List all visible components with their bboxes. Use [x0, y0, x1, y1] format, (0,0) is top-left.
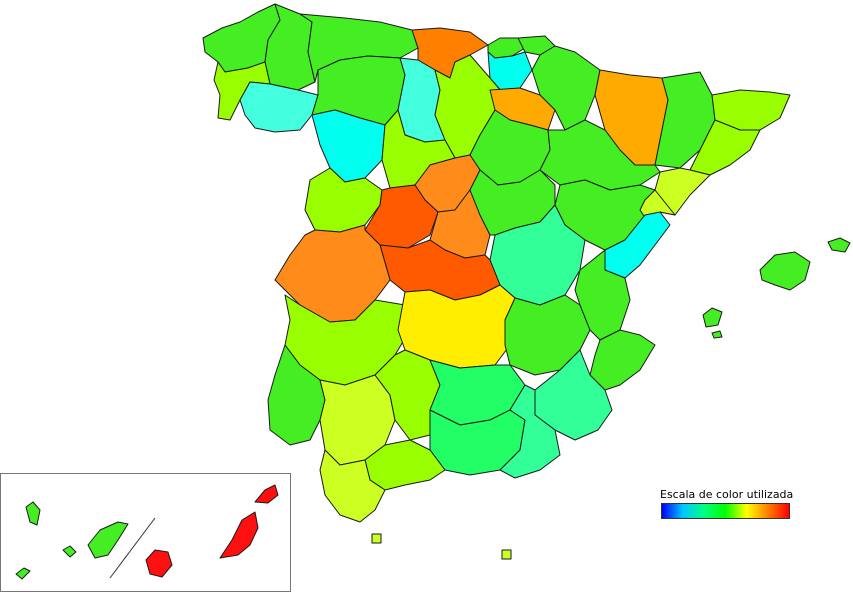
island-formentera — [711, 330, 723, 339]
island-menorca — [827, 237, 851, 253]
island-tenerife — [87, 521, 129, 559]
province-zaragoza — [539, 119, 661, 191]
province-cadiz — [319, 449, 386, 523]
province-almeria — [499, 384, 561, 479]
province-zamora — [311, 109, 386, 183]
province-ourense — [239, 81, 319, 133]
island-el-hierro — [15, 567, 31, 580]
province-avila — [364, 184, 439, 249]
province-lleida — [654, 71, 716, 169]
canary-islands-inset-frame — [0, 473, 291, 592]
province-barcelona — [689, 119, 761, 176]
inset-divider-line — [109, 517, 156, 579]
legend-color-scale — [661, 503, 790, 519]
province-huelva — [267, 344, 326, 446]
ceuta-marker — [371, 533, 382, 544]
island-la-palma — [25, 501, 41, 526]
island-ibiza — [702, 307, 723, 328]
legend-title: Escala de color utilizada — [660, 488, 794, 501]
island-gran-canaria — [145, 549, 173, 578]
island-fuerteventura — [219, 511, 259, 559]
province-alicante — [589, 329, 656, 391]
island-mallorca — [759, 251, 811, 291]
island-lanzarote — [254, 484, 279, 504]
melilla-marker — [501, 549, 512, 560]
island-la-gomera — [62, 545, 77, 558]
